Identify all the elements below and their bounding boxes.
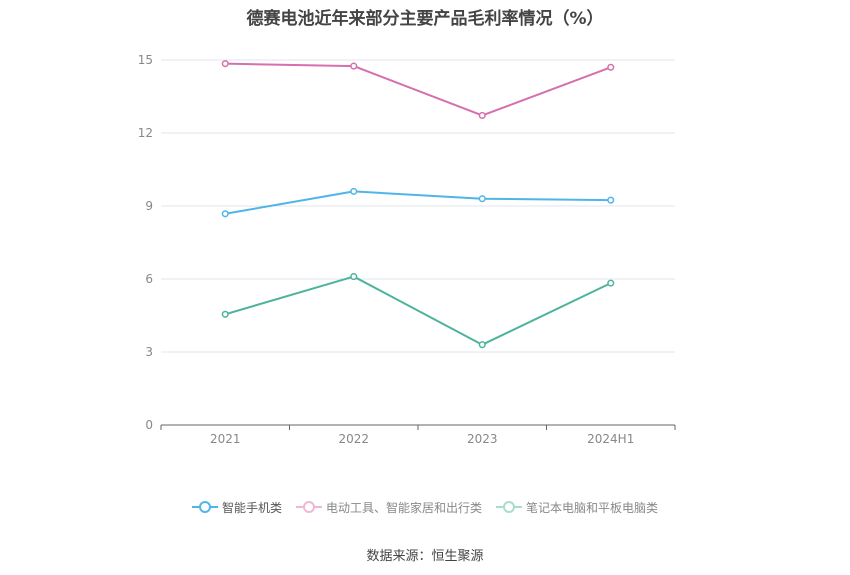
data-point: [350, 187, 358, 195]
y-tick-label: 6: [145, 272, 153, 286]
data-point: [607, 279, 615, 287]
legend-item-laptop[interactable]: 笔记本电脑和平板电脑类: [496, 499, 658, 516]
data-point: [478, 111, 486, 120]
legend-label-power-tools: 电动工具、智能家居和出行类: [325, 500, 482, 515]
series-line-0: [225, 190, 611, 215]
data-source: 数据来源：恒生聚源: [366, 549, 484, 564]
data-point: [221, 60, 229, 68]
series-line-1: [225, 62, 612, 117]
data-point: [350, 273, 358, 281]
legend-marker-laptop-icon: [496, 501, 522, 513]
x-tick-label: 2022: [338, 432, 369, 446]
data-point: [350, 62, 358, 70]
chart-title: 德赛电池近年来部分主要产品毛利率情况（%）: [246, 9, 604, 29]
legend-marker-smartphone-icon: [191, 501, 218, 513]
line-chart: 0 3 6 9 12 15 2021 2022 2023 2024H1: [138, 53, 676, 446]
data-point: [607, 63, 615, 71]
legend-item-smartphone[interactable]: 智能手机类: [191, 499, 282, 516]
data-point: [607, 196, 615, 204]
chart-legend: 智能手机类 电动工具、智能家居和出行类 笔记本电脑和平板电脑类: [0, 497, 850, 517]
data-point: [478, 195, 486, 203]
y-tick-label: 15: [138, 53, 153, 67]
data-point: [221, 210, 229, 218]
y-tick-label: 9: [145, 199, 153, 213]
legend-label-laptop: 笔记本电脑和平板电脑类: [526, 500, 659, 515]
legend-label-smartphone: 智能手机类: [221, 500, 282, 515]
legend-item-power-tools[interactable]: 电动工具、智能家居和出行类: [295, 499, 482, 516]
x-tick-label: 2024H1: [587, 432, 634, 446]
series-line-2: [224, 275, 612, 346]
y-tick-label: 3: [145, 345, 153, 359]
data-point: [478, 341, 486, 349]
data-point: [221, 310, 229, 318]
x-tick-label: 2021: [210, 432, 241, 446]
y-tick-label: 12: [138, 126, 153, 140]
legend-marker-power-tools-icon: [295, 501, 322, 513]
y-tick-label: 0: [145, 418, 153, 432]
x-tick-label: 2023: [467, 432, 498, 446]
